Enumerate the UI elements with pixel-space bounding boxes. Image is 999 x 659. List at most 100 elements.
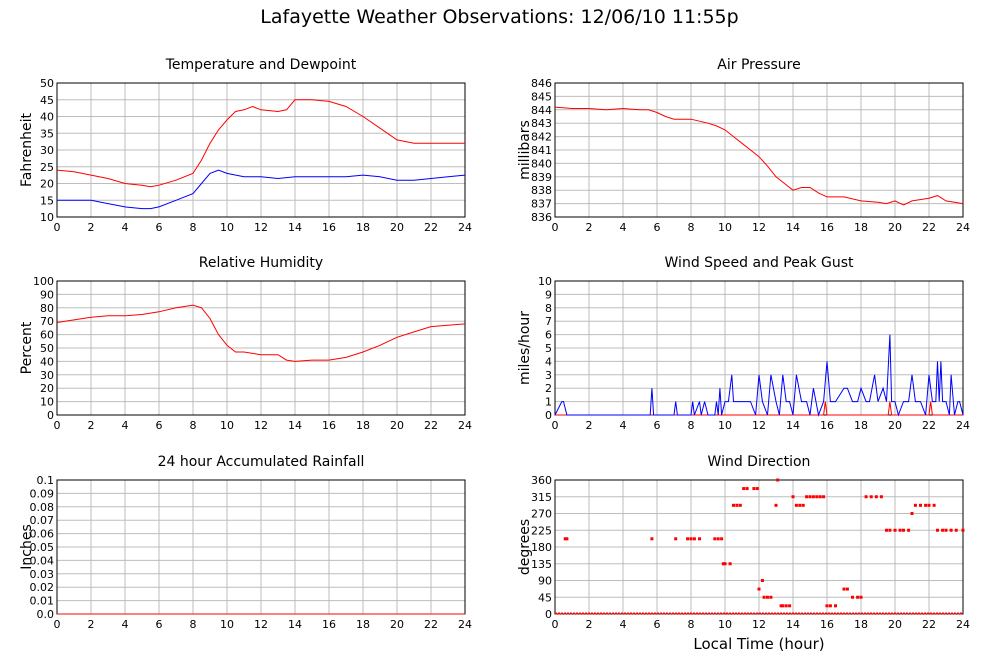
x-tick-label: 20 <box>888 419 902 432</box>
data-point <box>769 595 773 599</box>
data-point <box>898 528 902 532</box>
y-tick-label: 0 <box>545 608 552 621</box>
x-tick-label: 2 <box>586 618 593 631</box>
data-point <box>692 537 696 541</box>
series-line <box>554 334 964 417</box>
y-tick-label: 6 <box>545 329 552 342</box>
data-point <box>723 562 727 566</box>
y-tick-label: 844 <box>531 104 552 117</box>
data-point <box>944 528 948 532</box>
x-tick-label: 24 <box>956 419 970 432</box>
data-point <box>745 487 749 491</box>
plot-border <box>554 82 964 218</box>
data-point <box>811 495 815 499</box>
data-point <box>755 487 759 491</box>
data-point <box>698 537 701 541</box>
x-tick-label: 6 <box>156 419 163 432</box>
data-point <box>924 503 928 507</box>
y-tick-label: 50 <box>40 342 54 355</box>
y-tick-label: 0 <box>545 409 552 422</box>
data-point <box>757 587 761 591</box>
data-point <box>794 503 798 507</box>
data-point <box>798 503 802 507</box>
y-tick-label: 360 <box>531 474 552 487</box>
y-tick-label: 5 <box>545 342 552 355</box>
y-tick-label: 4 <box>545 355 552 368</box>
x-tick-label: 16 <box>820 618 834 631</box>
x-tick-label: 22 <box>922 618 936 631</box>
data-point <box>859 595 863 599</box>
x-tick-label: 14 <box>786 618 800 631</box>
y-tick-label: 30 <box>40 369 54 382</box>
data-point <box>801 503 805 507</box>
data-point <box>825 604 829 608</box>
x-tick-label: 24 <box>458 221 472 234</box>
data-point <box>907 528 911 532</box>
data-point <box>742 487 746 491</box>
x-tick-label: 20 <box>390 419 404 432</box>
data-point <box>721 562 725 566</box>
y-tick-label: 10 <box>538 275 552 288</box>
y-tick-label: 180 <box>531 541 552 554</box>
y-tick-label: 80 <box>40 302 54 315</box>
x-tick-label: 8 <box>190 221 197 234</box>
y-tick-label: 10 <box>40 211 54 224</box>
data-point <box>913 503 917 507</box>
data-point <box>961 528 965 532</box>
data-point <box>822 495 826 499</box>
data-point <box>828 604 832 608</box>
x-tick-label: 0 <box>552 618 559 631</box>
x-tick-label: 8 <box>688 618 695 631</box>
y-tick-label: 50 <box>40 77 54 90</box>
series-line <box>56 99 465 188</box>
series-line <box>57 169 466 210</box>
data-point <box>728 562 732 566</box>
data-point <box>818 495 822 499</box>
x-tick-label: 16 <box>322 618 336 631</box>
y-tick-label: 315 <box>531 491 552 504</box>
y-axis-label: Inches <box>19 524 35 569</box>
y-tick-label: 837 <box>531 198 552 211</box>
x-tick-label: 24 <box>956 221 970 234</box>
y-tick-label: 0.1 <box>37 474 55 487</box>
data-point <box>879 495 883 499</box>
x-tick-label: 2 <box>586 221 593 234</box>
x-tick-label: 4 <box>620 221 627 234</box>
y-axis-label: Percent <box>19 321 35 374</box>
y-tick-label: 0.07 <box>30 514 55 527</box>
data-point <box>815 495 819 499</box>
data-point <box>885 528 888 532</box>
x-tick-label: 24 <box>956 618 970 631</box>
x-tick-label: 16 <box>322 221 336 234</box>
x-tick-label: 10 <box>220 419 234 432</box>
data-point <box>902 528 905 532</box>
x-tick-label: 22 <box>922 419 936 432</box>
data-point <box>686 537 690 541</box>
y-tick-label: 100 <box>33 275 54 288</box>
data-point <box>842 587 846 591</box>
y-tick-label: 7 <box>545 315 552 328</box>
data-point <box>738 503 742 507</box>
y-tick-label: 8 <box>545 302 552 315</box>
x-tick-label: 4 <box>122 221 129 234</box>
y-tick-label: 9 <box>545 288 552 301</box>
data-point <box>762 595 766 599</box>
x-tick-label: 12 <box>752 618 766 631</box>
data-point <box>919 503 922 507</box>
data-point <box>716 537 720 541</box>
x-tick-label: 18 <box>854 419 868 432</box>
x-tick-label: 16 <box>820 221 834 234</box>
y-tick-label: 840 <box>531 157 552 170</box>
data-point <box>888 528 892 532</box>
x-tick-label: 8 <box>688 221 695 234</box>
y-tick-label: 25 <box>40 161 54 174</box>
data-point <box>760 579 764 582</box>
y-tick-label: 0.03 <box>30 568 55 581</box>
y-tick-label: 842 <box>531 131 552 144</box>
x-tick-label: 14 <box>786 221 800 234</box>
x-tick-label: 24 <box>458 419 472 432</box>
page-title: Lafayette Weather Observations: 12/06/10… <box>260 6 739 28</box>
